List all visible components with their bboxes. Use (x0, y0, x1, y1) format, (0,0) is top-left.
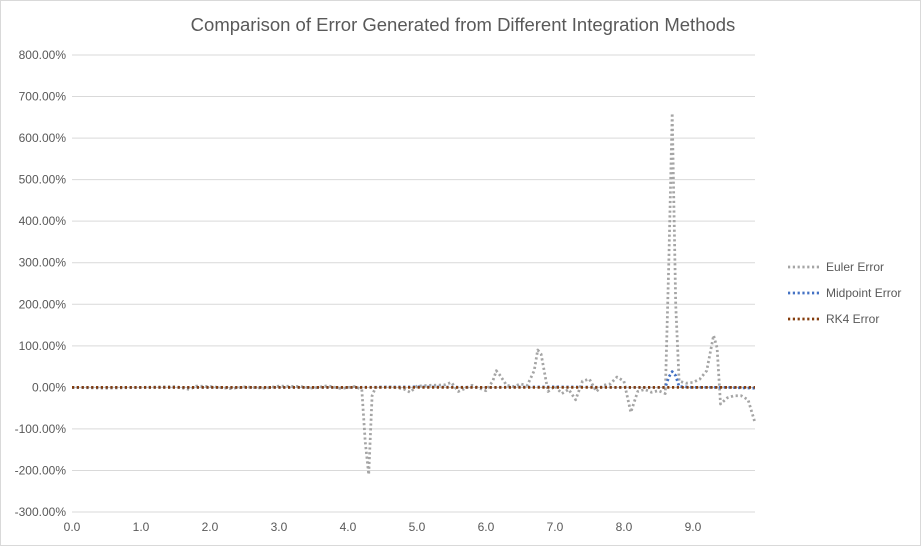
y-tick-label: 0.00% (32, 380, 66, 394)
x-tick-label: 7.0 (547, 520, 564, 534)
y-tick-label: -100.00% (15, 422, 67, 436)
y-tick-label: 500.00% (19, 173, 67, 187)
series-line-midpoint-error (72, 370, 756, 390)
y-tick-label: 600.00% (19, 131, 67, 145)
y-axis-tick-labels: -300.00% -200.00% -100.00% 0.00% 100.00% 200.… (15, 48, 67, 519)
gridlines (72, 54, 755, 513)
legend-label: Midpoint Error (826, 286, 901, 300)
x-axis-tick-labels: 0.0 1.0 2.0 3.0 4.0 5.0 6.0 7.0 8.0 9.0 (64, 520, 702, 534)
x-tick-label: 6.0 (478, 520, 495, 534)
y-tick-label: -200.00% (15, 463, 67, 477)
x-tick-label: 5.0 (409, 520, 426, 534)
y-tick-label: 300.00% (19, 256, 67, 270)
y-tick-label: 200.00% (19, 297, 67, 311)
x-tick-label: 0.0 (64, 520, 81, 534)
legend-label: Euler Error (826, 260, 884, 274)
legend: Euler Error Midpoint Error RK4 Error (788, 260, 901, 326)
y-tick-label: 400.00% (19, 214, 67, 228)
x-tick-label: 1.0 (133, 520, 150, 534)
legend-label: RK4 Error (826, 312, 879, 326)
x-tick-label: 9.0 (685, 520, 702, 534)
y-tick-label: 100.00% (19, 339, 67, 353)
x-tick-label: 3.0 (271, 520, 288, 534)
chart-title: Comparison of Error Generated from Diffe… (191, 14, 736, 35)
x-tick-label: 2.0 (202, 520, 219, 534)
series-line-euler-error (71, 111, 757, 476)
series-lines (71, 111, 757, 476)
x-tick-label: 4.0 (340, 520, 357, 534)
y-tick-label: -300.00% (15, 505, 67, 519)
y-tick-label: 800.00% (19, 48, 67, 62)
x-tick-label: 8.0 (616, 520, 633, 534)
y-tick-label: 700.00% (19, 90, 67, 104)
